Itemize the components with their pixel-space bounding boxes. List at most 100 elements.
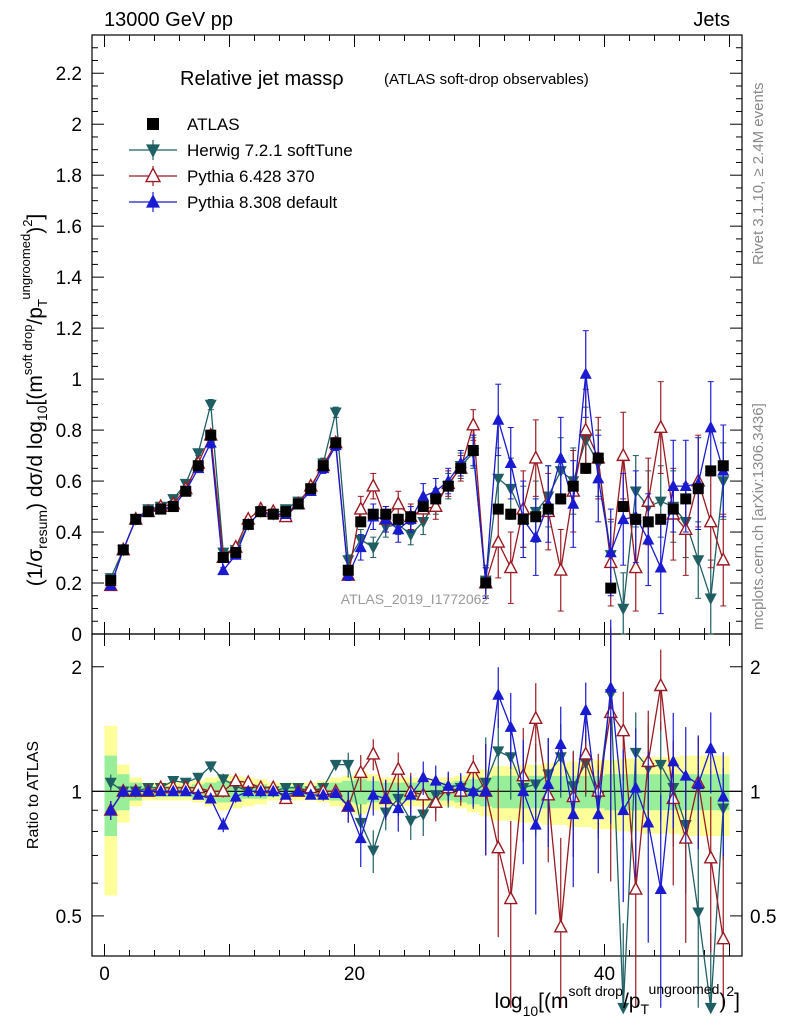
header-right: Jets — [693, 9, 730, 31]
ratio-point — [342, 799, 355, 812]
header-left: 13000 GeV pp — [104, 9, 233, 31]
atlas-point — [430, 493, 442, 505]
atlas-point — [642, 516, 654, 528]
ratio-point — [304, 788, 317, 800]
atlas-point — [580, 462, 592, 474]
data-point — [617, 603, 630, 616]
data-point — [617, 512, 630, 525]
ratio-point — [479, 784, 492, 797]
ratio-point — [167, 784, 180, 797]
ratio-point — [579, 703, 592, 716]
data-point — [704, 593, 717, 605]
data-point — [667, 479, 680, 491]
ratio-point — [217, 818, 230, 830]
data-point — [192, 448, 205, 460]
ratio-point — [491, 839, 506, 854]
data-point — [366, 478, 381, 492]
atlas-point — [555, 493, 567, 505]
ratio-point — [204, 792, 217, 804]
data-point — [329, 407, 342, 419]
ratio-point — [592, 807, 605, 820]
data-point — [654, 496, 667, 509]
data-point — [429, 484, 442, 497]
data-point — [217, 563, 230, 576]
ratio-tick-label: 1 — [71, 782, 82, 803]
ratio-point — [629, 781, 642, 793]
ratio-point — [692, 907, 705, 919]
ratio-point — [517, 784, 530, 797]
ratio-point — [329, 786, 342, 798]
y-tick-label: 0.8 — [56, 421, 82, 442]
ratio-point — [653, 677, 668, 692]
ratio-point — [254, 784, 267, 797]
y-tick-label: 0.6 — [56, 472, 82, 493]
data-point — [653, 419, 668, 434]
legend-label: ATLAS — [187, 115, 240, 134]
y-axis-label-main: (1/σresum) dσ/d log10[(msoft drop/pTungr… — [18, 214, 50, 587]
y-tick-label: 1 — [71, 370, 82, 391]
data-point — [553, 562, 568, 576]
atlas-point — [292, 498, 304, 510]
legend: ATLAS Herwig 7.2.1 softTune Pythia 6.428 3… — [129, 115, 353, 212]
atlas-point — [692, 483, 704, 495]
ratio-point — [329, 759, 342, 772]
ratio-point — [704, 1002, 717, 1015]
data-point — [654, 561, 667, 573]
data-point — [579, 367, 592, 379]
ratio-point — [279, 788, 292, 800]
data-point — [492, 473, 505, 486]
atlas-point — [217, 552, 229, 564]
atlas-point — [592, 452, 604, 464]
series-atlas — [105, 429, 729, 594]
ratio-point — [229, 790, 242, 802]
atlas-point — [267, 508, 279, 520]
ratio-point — [117, 784, 130, 797]
atlas-point — [142, 506, 154, 518]
atlas-point — [655, 513, 667, 525]
atlas-point — [417, 501, 429, 513]
data-point — [554, 451, 567, 463]
atlas-point — [280, 506, 292, 518]
chart-subtitle: (ATLAS soft-drop observables) — [384, 71, 589, 88]
atlas-point — [167, 501, 179, 513]
rivet-label: Rivet 3.1.10, ≥ 2.4M events — [750, 83, 767, 266]
x-tick-label: 40 — [594, 964, 615, 985]
data-point — [354, 540, 367, 553]
ratio-point — [503, 890, 518, 905]
ratio-point — [392, 801, 405, 814]
atlas-point — [330, 437, 342, 449]
ratio-point — [642, 816, 655, 828]
y-tick-label: 2.2 — [56, 64, 82, 85]
legend-item: Pythia 6.428 370 — [129, 166, 315, 186]
ratio-point — [142, 784, 155, 797]
atlas-point — [192, 460, 204, 472]
atlas-point — [392, 513, 404, 525]
atlas-point — [317, 460, 329, 472]
legend-marker — [147, 118, 159, 130]
x-tick-label: 0 — [99, 964, 110, 985]
ratio-point — [417, 809, 430, 821]
axis-ticks: 0 0.2 0.4 0.6 0.8 1 1.2 1.4 1.6 1.8 2 2.2 0.5 0.5 1 1 2 2… — [56, 35, 776, 985]
ratio-point — [492, 746, 505, 758]
ratio-point — [529, 818, 542, 830]
data-point — [692, 555, 705, 567]
y-tick-label: 1.6 — [56, 217, 82, 238]
ratio-point — [104, 803, 117, 816]
ratio-point — [342, 759, 355, 772]
data-point — [504, 456, 517, 469]
ratio-point — [154, 784, 167, 797]
ratio-point — [379, 792, 392, 804]
ratio-point — [654, 759, 667, 772]
atlas-point — [230, 546, 242, 558]
atlas-point — [705, 465, 717, 477]
legend-label: Herwig 7.2.1 softTune — [187, 141, 353, 160]
ratio-point — [492, 688, 505, 700]
atlas-point — [630, 513, 642, 525]
ratio-point — [216, 783, 231, 797]
ratio-frame — [91, 633, 743, 957]
ratio-point — [467, 784, 480, 797]
series-layer — [103, 330, 731, 1015]
atlas-point — [517, 513, 529, 525]
atlas-point — [155, 503, 167, 515]
y-tick-label: 1.4 — [56, 268, 83, 289]
